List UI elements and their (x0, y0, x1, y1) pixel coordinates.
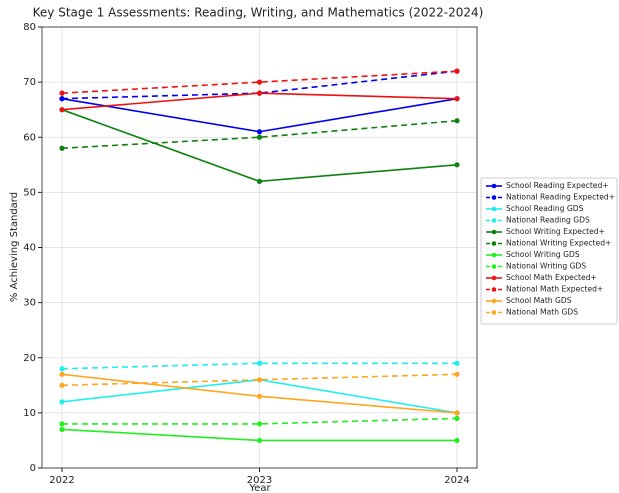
y-tick-label: 30 (23, 298, 36, 309)
legend-label: National Reading Expected+ (506, 193, 615, 202)
legend-marker (491, 241, 497, 246)
series-line (62, 417, 458, 425)
point (256, 129, 263, 135)
point (256, 393, 263, 399)
legend-marker (491, 287, 497, 292)
y-tick-label: 0 (30, 463, 36, 474)
legend-marker (491, 206, 497, 212)
chart-title: Key Stage 1 Assessments: Reading, Writin… (33, 6, 484, 20)
y-tick-label: 80 (23, 22, 36, 33)
x-tick-label: 2024 (444, 475, 469, 486)
point (454, 437, 460, 444)
legend-marker (491, 229, 497, 235)
y-tick-label: 70 (23, 77, 36, 88)
legend-marker (491, 264, 497, 269)
point (256, 377, 263, 383)
series-line (61, 70, 458, 100)
point (59, 421, 65, 427)
legend-marker (491, 275, 497, 281)
series-line (61, 362, 457, 370)
legend-label: School Math GDS (506, 296, 572, 305)
x-axis-label: Year (248, 483, 271, 493)
point (256, 178, 263, 184)
point (59, 382, 65, 388)
x-tick-label: 2022 (49, 475, 74, 486)
point (59, 90, 65, 96)
legend-marker (491, 183, 497, 189)
point (59, 426, 65, 433)
y-tick-label: 10 (23, 408, 36, 419)
y-tick-label: 40 (23, 243, 36, 254)
point (454, 360, 460, 366)
legend-label: National Math GDS (506, 308, 578, 317)
legend-label: School Reading Expected+ (506, 181, 609, 190)
legend-marker (491, 218, 497, 223)
series-line (61, 373, 458, 387)
y-axis-label: % Achieving Standard (9, 192, 20, 302)
point (59, 145, 65, 151)
legend-label: School Math Expected+ (506, 273, 597, 282)
point (454, 415, 460, 421)
legend-label: National Writing Expected+ (506, 239, 611, 248)
legend-marker (491, 252, 497, 258)
y-tick-label: 60 (23, 132, 36, 143)
point (256, 360, 263, 366)
legend-marker (491, 298, 497, 304)
x-tick-label: 2023 (247, 475, 272, 486)
point (256, 437, 263, 444)
point (59, 366, 65, 372)
point (256, 90, 263, 96)
y-tick-label: 50 (23, 187, 36, 198)
legend-label: School Writing Expected+ (506, 227, 605, 236)
point (454, 118, 460, 124)
point (454, 68, 460, 74)
legend-label: National Math Expected+ (506, 285, 603, 294)
legend-label: National Writing GDS (506, 262, 586, 271)
series-line (61, 119, 458, 150)
point (454, 96, 460, 102)
point (454, 410, 460, 416)
legend-label: School Reading GDS (506, 204, 584, 213)
plot-frame (41, 26, 478, 469)
legend-marker (491, 310, 497, 315)
point (59, 399, 65, 405)
point (59, 96, 65, 102)
series-line (61, 70, 458, 94)
point (454, 162, 460, 168)
point (256, 421, 263, 427)
point (59, 107, 65, 113)
point (256, 134, 263, 140)
legend-marker (491, 195, 497, 200)
point (256, 79, 263, 85)
legend-label: School Writing GDS (506, 250, 580, 259)
y-tick-label: 20 (23, 353, 36, 364)
point (59, 371, 65, 377)
legend-label: National Reading GDS (506, 216, 590, 225)
legend-box (480, 177, 618, 325)
point (454, 371, 460, 377)
